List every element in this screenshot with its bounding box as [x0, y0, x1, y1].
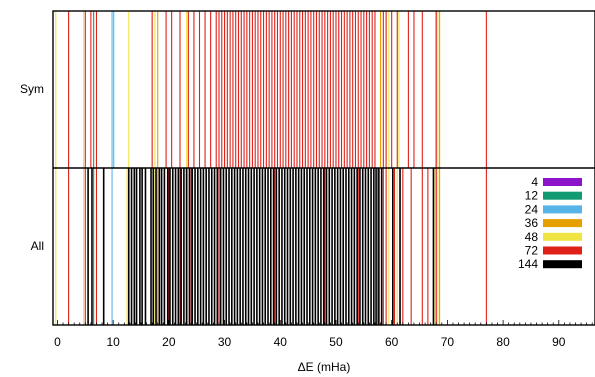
legend-label: 48	[525, 230, 539, 244]
legend-swatch	[543, 178, 582, 186]
legend-swatch	[543, 260, 582, 269]
legend-swatch	[543, 205, 582, 214]
legend-label: 144	[518, 257, 538, 271]
legend-label: 36	[525, 216, 539, 230]
plot-frame	[52, 10, 595, 326]
x-tick-label: 20	[162, 335, 176, 349]
x-tick-label: 0	[54, 335, 61, 349]
legend-swatch	[543, 219, 582, 228]
legend-swatch	[543, 191, 582, 200]
legend-label: 72	[525, 244, 539, 258]
legend-swatch	[543, 246, 582, 255]
x-tick-label: 40	[274, 335, 288, 349]
x-tick-label: 30	[218, 335, 232, 349]
x-tick-label: 10	[106, 335, 120, 349]
legend-label: 24	[525, 202, 539, 216]
x-tick-label: 90	[552, 335, 566, 349]
x-tick-label: 60	[385, 335, 399, 349]
x-tick-label: 50	[329, 335, 343, 349]
panel-label-sym: Sym	[20, 82, 44, 96]
x-axis: 0 10 20 30 40 50 60 70 80 90	[54, 320, 593, 349]
legend-swatch	[543, 232, 582, 241]
sym-panel-lines	[55, 11, 487, 168]
panel-labels: Sym All	[20, 82, 44, 253]
panel-label-all: All	[31, 239, 44, 253]
x-axis-label: ΔE (mHa)	[298, 360, 351, 374]
x-tick-label: 80	[496, 335, 510, 349]
legend-label: 4	[531, 175, 538, 189]
all-panel-lines	[55, 168, 487, 325]
legend-label: 12	[525, 189, 539, 203]
x-tick-label: 70	[441, 335, 455, 349]
